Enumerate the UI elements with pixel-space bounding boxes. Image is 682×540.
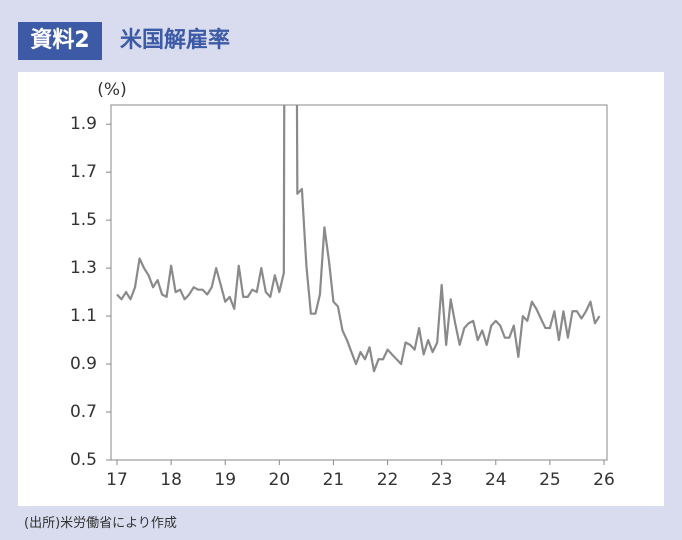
x-tick-label: 25 [539, 470, 561, 490]
y-tick-label: 1.7 [70, 162, 97, 182]
y-tick-label: 0.9 [70, 354, 97, 374]
data-line [116, 105, 601, 373]
x-tick-label: 20 [269, 470, 291, 490]
chart-title: 米国解雇率 [120, 28, 231, 53]
x-tick-label: 22 [377, 470, 399, 490]
plot-frame [110, 104, 608, 461]
source-note: (出所)米労働省により作成 [24, 516, 177, 531]
x-tick-label: 26 [593, 470, 615, 490]
x-tick-label: 24 [485, 470, 507, 490]
y-tick-label: 0.5 [70, 450, 97, 470]
y-tick-label: 1.3 [70, 258, 97, 278]
y-axis-label: (%) [97, 80, 126, 100]
x-tick-label: 19 [214, 470, 236, 490]
y-tick-label: 1.5 [70, 210, 97, 230]
x-tick-label: 17 [106, 470, 128, 490]
y-tick-label: 0.7 [70, 402, 97, 422]
badge: 資料2 [18, 22, 102, 60]
y-tick-label: 1.1 [70, 306, 97, 326]
y-tick-label: 1.9 [70, 114, 97, 134]
panel [18, 72, 664, 506]
x-tick-label: 18 [160, 470, 182, 490]
x-tick-label: 21 [323, 470, 345, 490]
x-tick-label: 23 [431, 470, 453, 490]
